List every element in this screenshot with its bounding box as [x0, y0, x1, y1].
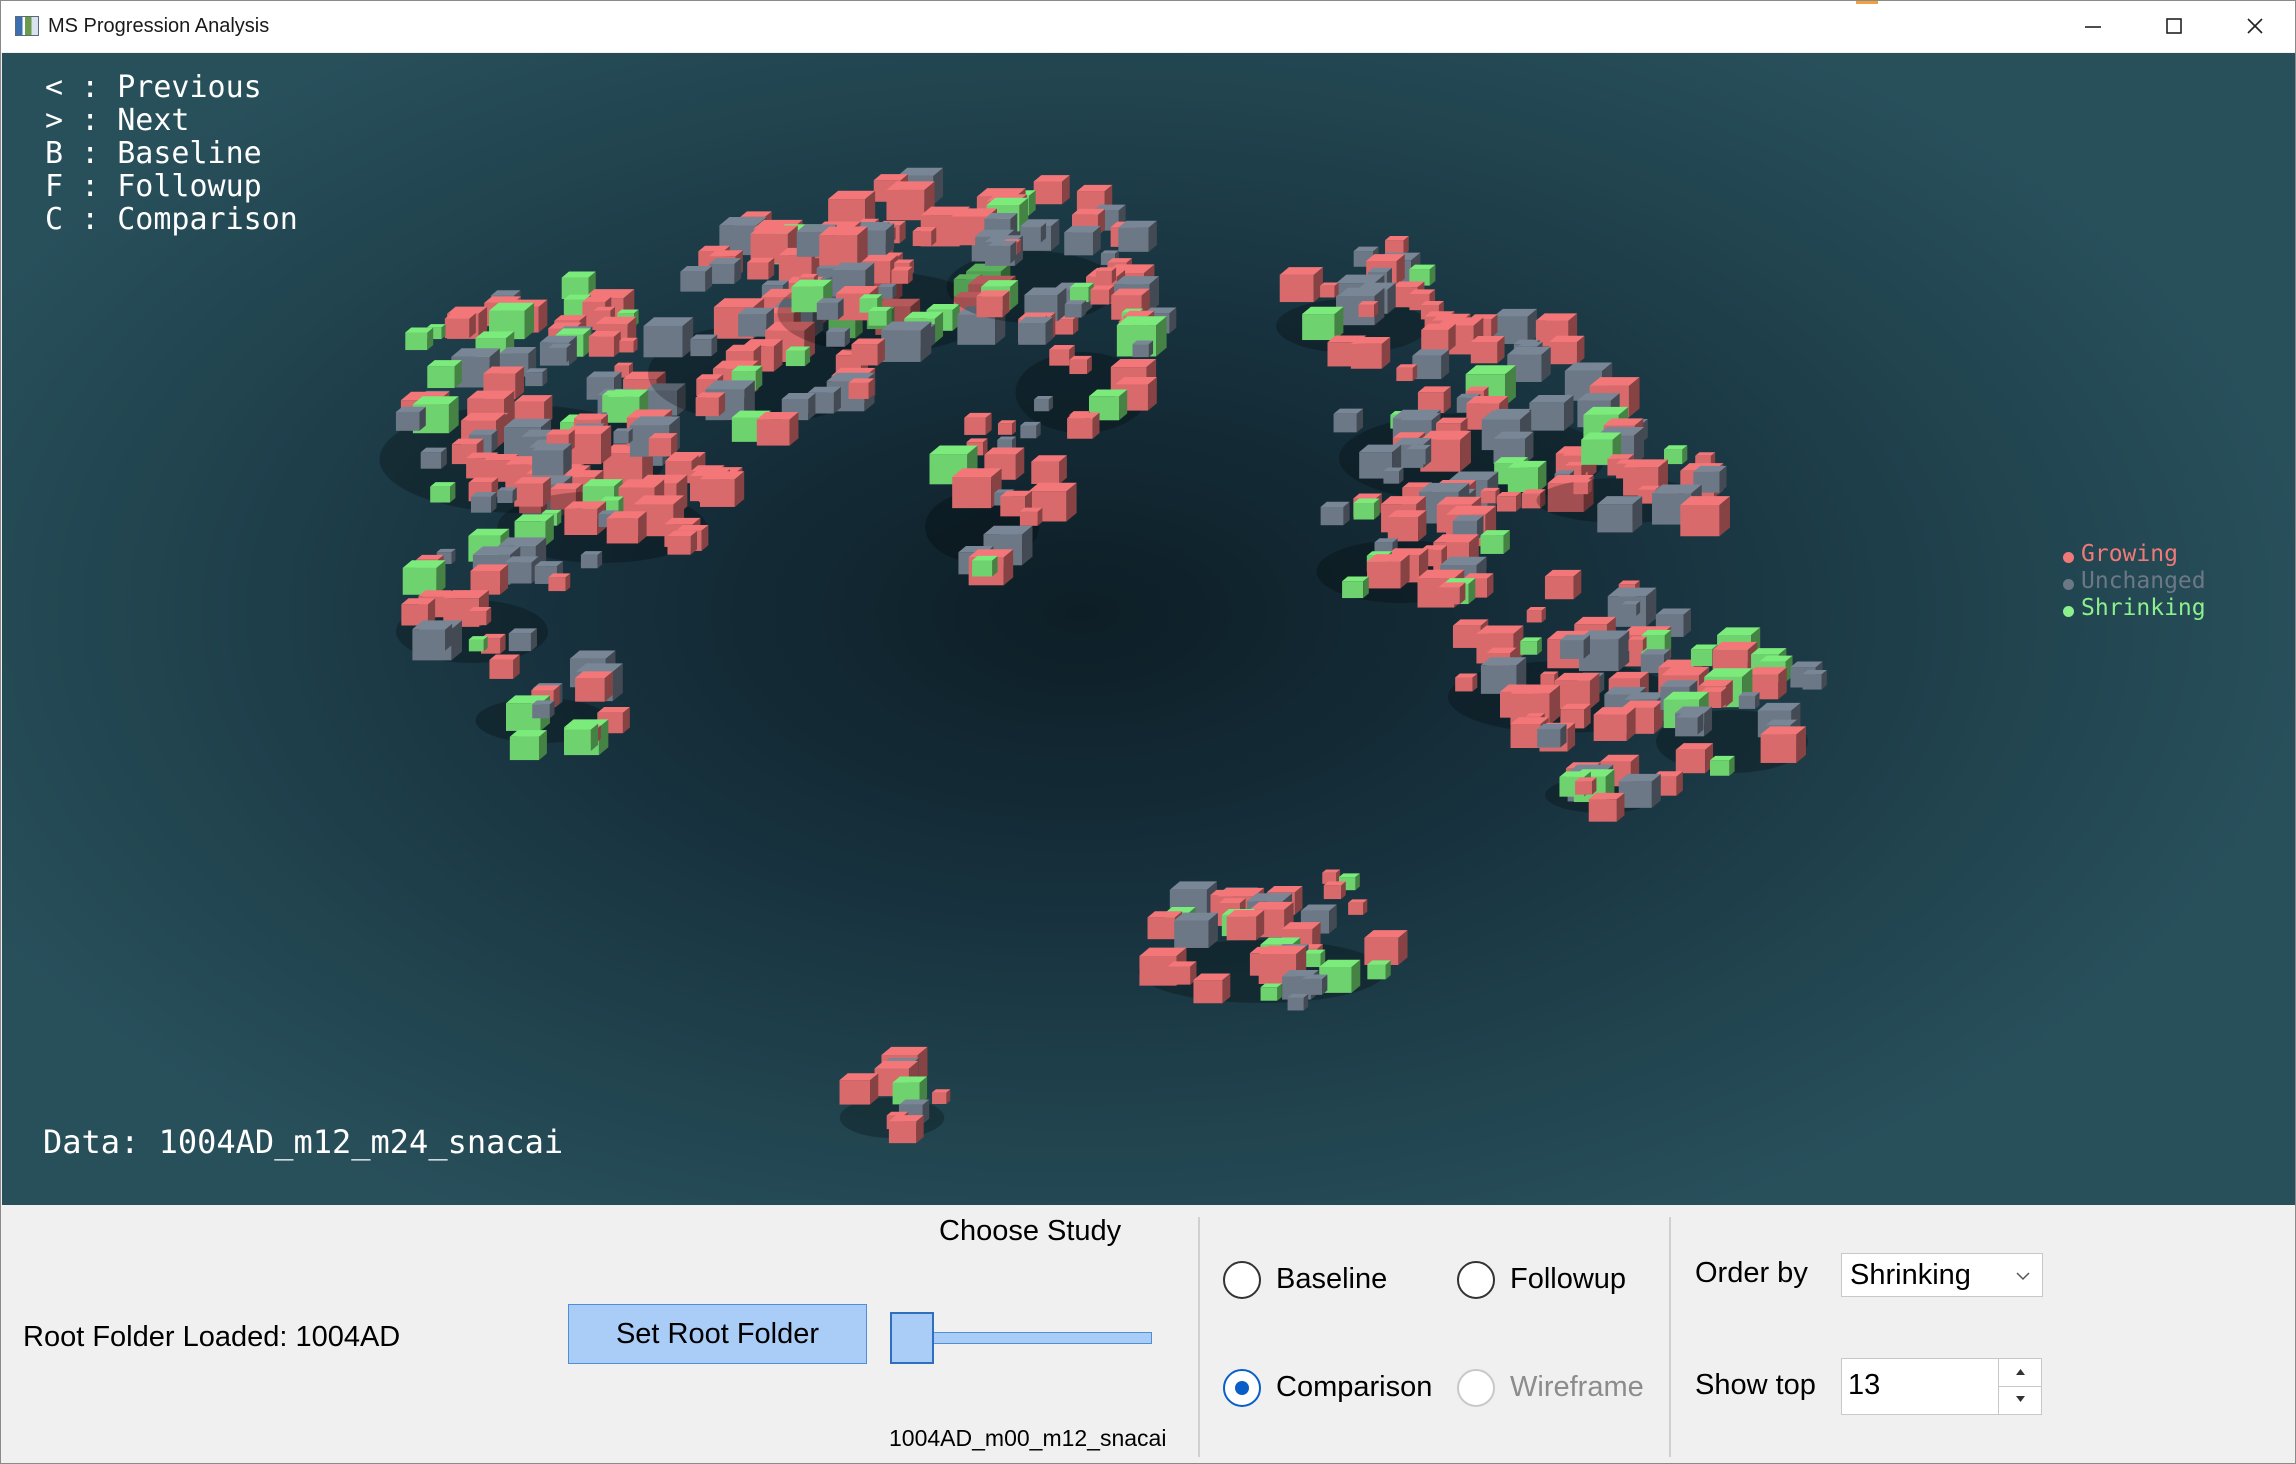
shortcut-comparison: C : Comparison — [45, 202, 298, 237]
followup-radio-label[interactable]: Followup — [1510, 1263, 1627, 1295]
baseline-radio-circle[interactable] — [1223, 1261, 1261, 1299]
lesion-render — [379, 167, 1827, 1144]
comparison-radio-label[interactable]: Comparison — [1276, 1371, 1433, 1403]
show-top-spinbox[interactable]: 13 — [1841, 1358, 2042, 1415]
3d-viewport[interactable]: < : Previous > : Next B : Baseline F : F… — [2, 53, 2295, 1205]
window-title: MS Progression Analysis — [48, 15, 270, 37]
study-slider-track[interactable] — [930, 1332, 1152, 1344]
legend-growing-label: Growing — [2081, 541, 2178, 567]
shortcut-next: > : Next — [45, 103, 190, 138]
chevron-down-icon — [2016, 1272, 2030, 1281]
control-panel: Root Folder Loaded: 1004AD Set Root Fold… — [2, 1205, 2295, 1463]
shortcut-baseline: B : Baseline — [45, 136, 262, 171]
spin-up-button[interactable] — [1999, 1359, 2041, 1387]
wireframe-radio-circle — [1457, 1369, 1495, 1407]
close-button[interactable] — [2215, 1, 2295, 52]
wireframe-radio-label: Wireframe — [1510, 1371, 1644, 1403]
order-by-label: Order by — [1695, 1257, 1808, 1289]
legend-unchanged-label: Unchanged — [2081, 568, 2206, 594]
keyboard-shortcuts: < : Previous > : Next B : Baseline F : F… — [45, 71, 298, 236]
study-slider[interactable] — [890, 1308, 1155, 1364]
shortcut-followup: F : Followup — [45, 169, 262, 204]
set-root-folder-button[interactable]: Set Root Folder — [568, 1304, 867, 1364]
root-folder-label: Root Folder Loaded: 1004AD — [23, 1321, 401, 1353]
followup-radio-circle[interactable] — [1457, 1261, 1495, 1299]
legend-shrinking-label: Shrinking — [2081, 595, 2206, 621]
maximize-icon — [2166, 18, 2182, 34]
legend-shrinking: Shrinking — [2063, 595, 2206, 622]
order-by-select[interactable]: Shrinking — [1841, 1253, 2043, 1297]
legend-growing: Growing — [2063, 541, 2206, 568]
divider — [1198, 1217, 1200, 1457]
show-top-label: Show top — [1695, 1369, 1816, 1401]
shrinking-dot-icon — [2063, 606, 2074, 617]
caret-down-icon — [2016, 1396, 2025, 1402]
app-icon — [15, 16, 39, 36]
data-label: Data: 1004AD_m12_m24_snacai — [43, 1123, 564, 1161]
legend-unchanged: Unchanged — [2063, 568, 2206, 595]
growing-dot-icon — [2063, 552, 2074, 563]
title-accent — [1856, 1, 1878, 4]
spin-down-button[interactable] — [1999, 1386, 2041, 1413]
minimize-icon — [2085, 26, 2101, 28]
divider — [1669, 1217, 1671, 1457]
caret-up-icon — [2016, 1369, 2025, 1375]
unchanged-dot-icon — [2063, 579, 2074, 590]
baseline-radio-label[interactable]: Baseline — [1276, 1263, 1388, 1295]
title-bar: MS Progression Analysis — [1, 1, 2295, 52]
minimize-button[interactable] — [2053, 1, 2133, 52]
shortcut-previous: < : Previous — [45, 70, 262, 105]
order-by-value[interactable]: Shrinking — [1850, 1259, 1971, 1291]
legend: Growing Unchanged Shrinking — [2063, 541, 2206, 622]
choose-study-label: Choose Study — [939, 1215, 1122, 1247]
comparison-radio-circle[interactable] — [1223, 1369, 1261, 1407]
show-top-value[interactable]: 13 — [1848, 1369, 1881, 1401]
close-icon — [2247, 18, 2263, 34]
spin-buttons — [1998, 1359, 2041, 1414]
maximize-button[interactable] — [2134, 1, 2214, 52]
study-slider-thumb[interactable] — [890, 1312, 934, 1364]
study-name-label: 1004AD_m00_m12_snacai — [889, 1425, 1167, 1451]
